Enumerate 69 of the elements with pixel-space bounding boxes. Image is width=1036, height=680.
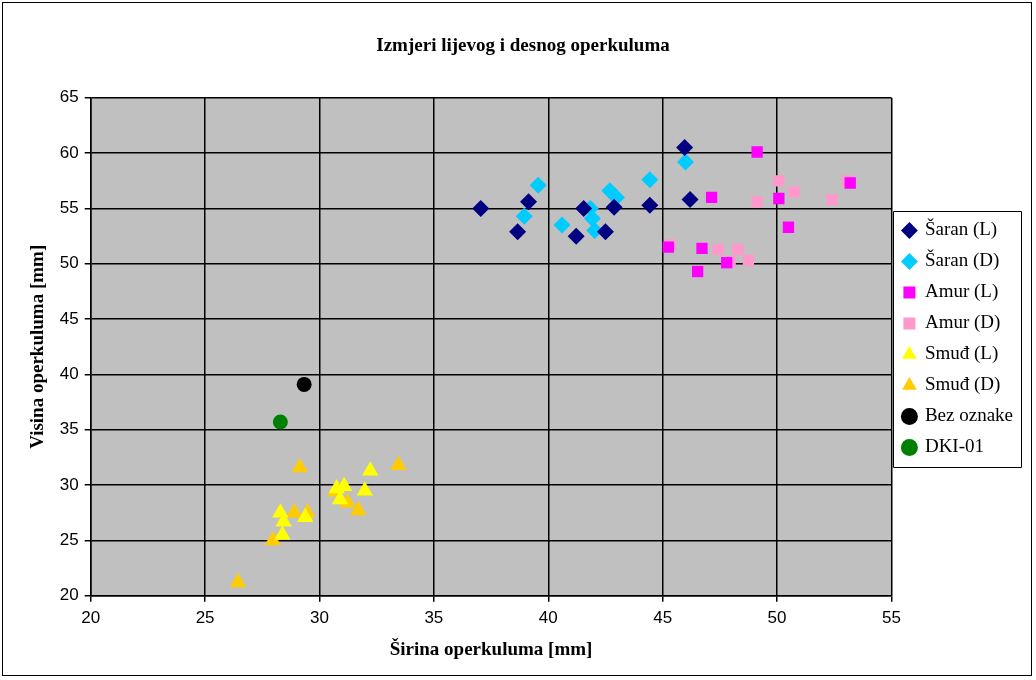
point: [751, 146, 763, 158]
point: [529, 176, 547, 194]
point: [229, 573, 247, 588]
y-tick-label: 20: [59, 585, 79, 605]
point: [520, 193, 538, 211]
y-tick-label: 25: [59, 530, 79, 550]
legend-label: Smuđ (D): [924, 373, 1001, 396]
x-tick-label: 25: [195, 607, 215, 627]
point: [773, 175, 785, 187]
x-tick-label: 50: [767, 607, 787, 627]
point: [575, 199, 593, 217]
point: [297, 507, 314, 522]
point: [296, 376, 312, 392]
legend-label: DKI-01: [924, 435, 985, 457]
point: [681, 191, 699, 209]
point: [732, 243, 744, 256]
point: [515, 207, 533, 225]
y-axis-title: Visina operkuluma [mm]: [26, 244, 48, 449]
chart-title: Izmjeri lijevog i desnog operkuluma: [376, 34, 671, 56]
point: [362, 461, 379, 476]
point: [605, 198, 623, 216]
point: [286, 503, 303, 518]
y-tick-label: 30: [59, 474, 79, 494]
point: [826, 193, 838, 206]
point: [696, 242, 708, 254]
legend-label: Amur (L): [924, 280, 999, 303]
point: [782, 221, 795, 233]
x-tick-label: 30: [310, 607, 329, 627]
point: [677, 153, 695, 171]
legend-label: Smuđ (L): [924, 342, 999, 365]
point: [390, 455, 407, 470]
point: [788, 186, 800, 198]
point: [641, 171, 659, 189]
legend-label: Amur (D): [924, 311, 1001, 334]
point: [596, 223, 614, 241]
legend-label: Šaran (D): [924, 249, 1000, 272]
point: [676, 139, 694, 157]
point: [264, 530, 282, 546]
x-tick-label: 45: [653, 607, 673, 627]
point: [350, 501, 367, 516]
y-tick-label: 45: [59, 308, 79, 328]
point: [509, 223, 527, 241]
point: [705, 191, 718, 204]
point: [553, 216, 571, 234]
point: [773, 192, 785, 205]
point: [567, 227, 585, 245]
y-tick-label: 35: [59, 419, 79, 439]
y-tick-label: 55: [59, 198, 79, 218]
x-tick-label: 20: [81, 607, 101, 627]
point: [291, 457, 309, 473]
point: [472, 199, 490, 217]
y-tick-label: 50: [59, 253, 79, 273]
point: [742, 254, 755, 267]
point: [356, 481, 374, 496]
x-tick-label: 40: [538, 607, 558, 627]
point: [691, 265, 704, 278]
point: [712, 243, 724, 256]
x-axis-title: Širina operkuluma [mm]: [389, 637, 593, 659]
point: [751, 196, 763, 208]
legend-label: Bez oznake: [924, 404, 1014, 426]
x-tick-label: 35: [424, 607, 444, 627]
x-tick-label: 55: [881, 607, 901, 627]
point: [274, 525, 291, 540]
y-tick-label: 60: [59, 142, 79, 162]
y-tick-label: 40: [59, 364, 79, 384]
point: [272, 414, 288, 430]
point: [641, 196, 659, 214]
y-tick-label: 65: [59, 87, 79, 107]
legend-label: Šaran (L): [924, 218, 998, 241]
